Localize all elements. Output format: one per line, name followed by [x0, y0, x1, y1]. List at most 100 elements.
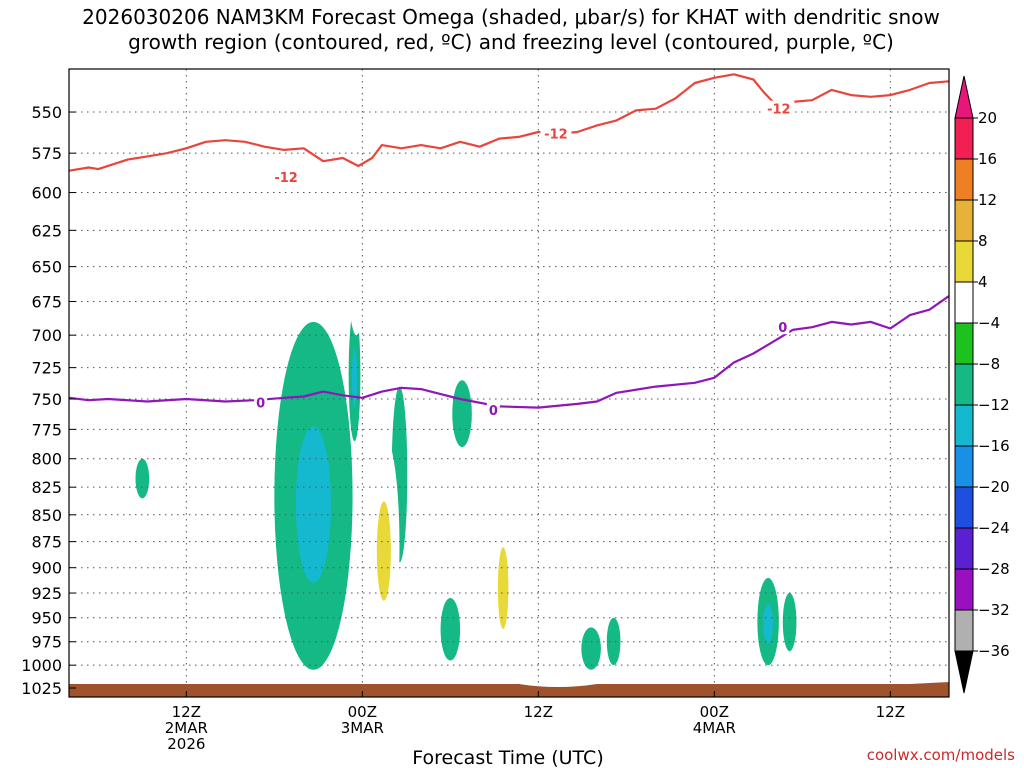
- colorbar-top-arrow: [954, 75, 974, 119]
- colorbar-label-8: −16: [978, 437, 1010, 455]
- isotherm-label-bg-0-2: [763, 100, 795, 116]
- watermark: coolwx.com/models: [867, 746, 1015, 764]
- colorbar-swatch-8: [954, 445, 974, 488]
- isotherm-line-0: [69, 73, 949, 172]
- x-tick-label-6-0: 12Z: [172, 703, 201, 721]
- colorbar-swatch-4: [954, 281, 974, 324]
- y-tick-label-600: 600: [31, 184, 62, 203]
- isotherm-label-1-1: 0: [489, 404, 498, 419]
- y-tick-label-625: 625: [31, 221, 62, 240]
- colorbar-swatch-9: [954, 486, 974, 529]
- isotherm-label-1-0: 0: [256, 397, 265, 412]
- chart-title-line-1: 2026030206 NAM3KM Forecast Omega (shaded…: [82, 5, 940, 29]
- y-tick-label-825: 825: [31, 478, 62, 497]
- isotherm-line-1: [69, 295, 949, 409]
- isotherm-label-bg-1-0: [254, 394, 268, 410]
- downward-motion-region-20: [655, 572, 668, 652]
- colorbar-swatch-2: [954, 199, 974, 242]
- omega-core-8: [763, 604, 773, 644]
- downward-motion-region-18: [710, 546, 732, 613]
- isotherm-label-0-0: -12: [274, 171, 298, 186]
- colorbar-swatch-11: [954, 568, 974, 611]
- x-tick-label-6-1: 2MAR: [165, 719, 208, 737]
- downward-motion-region-19: [632, 536, 648, 613]
- y-tick-label-975: 975: [31, 633, 62, 652]
- colorbar-swatch-5: [954, 322, 974, 365]
- terrain-layer: [69, 682, 949, 697]
- y-tick-label-1000: 1000: [21, 656, 62, 675]
- plot-area: -12 -12 -12 0 0 0: [69, 69, 949, 697]
- colorbar-label-13: −36: [978, 642, 1010, 660]
- colorbar-label-1: 16: [978, 150, 997, 168]
- x-tick-label-15-0: 00Z: [348, 703, 377, 721]
- colorbar-label-4: 4: [978, 273, 988, 291]
- colorbar-label-9: −20: [978, 478, 1010, 496]
- upward-motion-region-9: [782, 593, 797, 652]
- colorbar-swatch-6: [954, 363, 974, 406]
- upward-motion-region-6: [581, 627, 601, 670]
- y-tick-label-550: 550: [31, 103, 62, 122]
- y-tick-label-725: 725: [31, 359, 62, 378]
- colorbar-label-2: 12: [978, 191, 997, 209]
- isotherm-label-bg-1-1: [486, 402, 500, 418]
- plot-frame: [68, 68, 950, 698]
- y-tick-label-1025: 1025: [21, 679, 62, 698]
- colorbar-label-6: −8: [978, 355, 1000, 373]
- omega-core-0: [295, 426, 332, 583]
- colorbar-swatch-10: [954, 527, 974, 570]
- omega-shading-layer: [135, 69, 875, 675]
- colorbar-swatch-12: [954, 609, 974, 652]
- colorbar-label-0: 20: [978, 109, 997, 127]
- colorbar-swatch-7: [954, 404, 974, 447]
- isotherm-label-bg-0-0: [270, 168, 302, 184]
- y-tick-label-900: 900: [31, 559, 62, 578]
- colorbar-label-10: −24: [978, 519, 1010, 537]
- x-tick-label-15-1: 3MAR: [341, 719, 384, 737]
- upward-motion-region-5: [440, 598, 461, 661]
- terrain-ground: [69, 682, 949, 697]
- upward-motion-region-3: [452, 380, 472, 448]
- chart-title-line-2: growth region (contoured, red, ºC) and f…: [128, 30, 894, 54]
- x-axis-label: Forecast Time (UTC): [412, 747, 603, 768]
- colorbar-label-5: −4: [978, 314, 1000, 332]
- colorbar: 20 16 12 8 4 −4 −8 −12 −16 −20 −24 −28 −32 −36: [954, 75, 1010, 694]
- colorbar-bottom-arrow: [954, 650, 974, 694]
- y-tick-label-750: 750: [31, 390, 62, 409]
- colorbar-swatch-0: [954, 117, 974, 160]
- y-tick-label-950: 950: [31, 609, 62, 628]
- upward-motion-region-7: [606, 617, 621, 666]
- x-tick-label-6-2: 2026: [167, 735, 205, 753]
- y-tick-label-800: 800: [31, 450, 62, 469]
- colorbar-label-11: −28: [978, 560, 1010, 578]
- y-tick-label-875: 875: [31, 533, 62, 552]
- isotherm-label-bg-1-2: [776, 319, 790, 335]
- y-tick-label-925: 925: [31, 584, 62, 603]
- downward-motion-region-15: [520, 481, 539, 537]
- colorbar-label-12: −32: [978, 601, 1010, 619]
- downward-motion-region-10: [344, 77, 369, 336]
- isotherm-label-bg-0-1: [540, 125, 572, 141]
- y-tick-label-650: 650: [31, 258, 62, 277]
- upward-motion-region-4: [135, 458, 150, 499]
- isotherm-label-1-2: 0: [778, 321, 787, 336]
- colorbar-swatch-3: [954, 240, 974, 283]
- y-tick-label-675: 675: [31, 293, 62, 312]
- downward-motion-region-21: [866, 582, 875, 618]
- isotherm-label-0-1: -12: [544, 128, 568, 143]
- x-tick-label-33-1: 4MAR: [693, 719, 736, 737]
- colorbar-swatch-1: [954, 158, 974, 201]
- isotherm-label-0-2: -12: [767, 103, 791, 118]
- omega-core-14: [497, 547, 509, 629]
- x-tick-label-42-0: 12Z: [876, 703, 905, 721]
- x-tick-label-33-0: 00Z: [700, 703, 729, 721]
- omega-core-1: [351, 348, 358, 408]
- grid-layer: [69, 69, 949, 697]
- downward-motion-region-11: [291, 120, 304, 216]
- colorbar-label-7: −12: [978, 396, 1010, 414]
- x-tick-label-24-0: 12Z: [524, 703, 553, 721]
- y-tick-label-700: 700: [31, 326, 62, 345]
- omega-core-13: [376, 501, 391, 601]
- y-axis-ticks: 550 575 600 625 650 675 700 725 750 775 800 825 850 8…: [21, 103, 76, 698]
